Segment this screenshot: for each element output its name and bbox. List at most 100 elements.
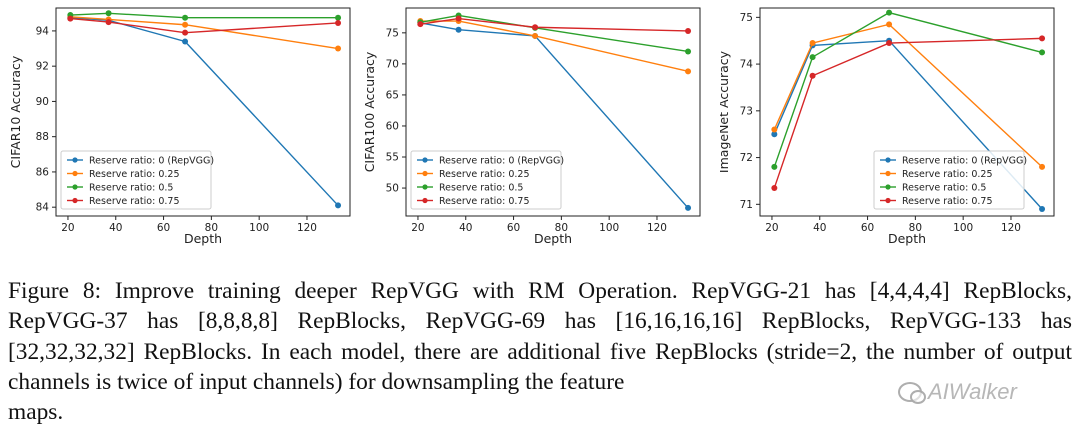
x-axis-label: Depth xyxy=(534,231,572,246)
legend-swatch-marker xyxy=(72,157,78,163)
legend-label: Reserve ratio: 0 (RepVGG) xyxy=(902,156,1027,167)
x-tick-label: 80 xyxy=(555,222,568,234)
legend-swatch-marker xyxy=(885,170,891,177)
y-tick-label: 92 xyxy=(36,61,49,73)
legend-label: Reserve ratio: 0.5 xyxy=(89,183,173,194)
legend-label: Reserve ratio: 0.25 xyxy=(439,169,529,180)
legend-box xyxy=(873,150,1025,210)
data-point xyxy=(771,131,778,138)
series-line xyxy=(420,22,689,209)
y-tick-label: 73 xyxy=(740,105,753,117)
data-point xyxy=(105,10,112,17)
y-tick-label: 65 xyxy=(386,89,399,101)
cifar10-accuracy-chart: 20 40 60 80 100 120 84 86 88 90 92 94 Depth CIFAR10 A… xyxy=(8,7,351,246)
data-point xyxy=(771,184,778,191)
series-line xyxy=(773,39,1043,210)
series-line xyxy=(773,11,1043,168)
legend-label: Reserve ratio: 0.5 xyxy=(902,183,986,194)
x-tick-label: 20 xyxy=(411,222,424,234)
y-tick-label: 75 xyxy=(386,27,399,39)
legend-label: Reserve ratio: 0.75 xyxy=(439,196,529,207)
data-point xyxy=(182,21,189,28)
data-point xyxy=(455,15,462,22)
series-line xyxy=(773,23,1043,168)
y-axis-label: CIFAR100 Accuracy xyxy=(362,51,377,172)
data-point xyxy=(532,24,539,31)
data-point xyxy=(809,54,816,61)
y-axis-label: CIFAR10 Accuracy xyxy=(8,55,23,168)
y-tick-label: 88 xyxy=(36,131,49,143)
data-point xyxy=(335,14,342,21)
x-axis-label: Depth xyxy=(888,231,926,246)
data-point xyxy=(335,202,342,209)
imagenet-accuracy-chart: 20 40 60 80 100 120 71 72 73 74 75 Depth ImageNet Ac… xyxy=(720,7,1055,246)
series-line xyxy=(70,12,339,19)
data-point xyxy=(685,27,692,34)
data-point xyxy=(1039,49,1046,56)
x-tick-label: 60 xyxy=(157,222,170,234)
legend-swatch-marker xyxy=(72,197,78,204)
data-point xyxy=(417,21,424,28)
legend-swatch-marker xyxy=(422,197,428,204)
y-tick-label: 84 xyxy=(36,202,50,214)
x-tick-label: 100 xyxy=(953,222,973,234)
data-point xyxy=(105,19,112,26)
figure-caption: Figure 8: Improve training deeper RepVGG… xyxy=(8,276,1072,427)
x-tick-label: 100 xyxy=(249,222,269,234)
data-point xyxy=(1039,205,1046,212)
data-point xyxy=(182,14,189,21)
y-tick-label: 60 xyxy=(386,120,399,132)
y-axis-label: ImageNet Accuracy xyxy=(720,50,731,173)
y-tick-label: 74 xyxy=(740,59,754,71)
x-tick-label: 40 xyxy=(813,222,826,234)
figure-panels: 20 40 60 80 100 120 84 86 88 90 92 94 Depth CIFAR10 A… xyxy=(8,7,1055,246)
data-point xyxy=(685,68,692,75)
x-axis-label: Depth xyxy=(184,231,222,246)
x-tick-label: 100 xyxy=(599,222,619,234)
x-tick-label: 120 xyxy=(297,222,317,234)
y-tick-label: 70 xyxy=(386,58,399,70)
series-line xyxy=(70,16,339,206)
data-point xyxy=(771,126,778,133)
data-point xyxy=(1039,35,1046,42)
data-point xyxy=(886,9,893,16)
data-point xyxy=(771,163,778,170)
data-point xyxy=(685,48,692,55)
x-tick-label: 20 xyxy=(61,222,74,234)
data-point xyxy=(809,40,816,47)
y-tick-label: 50 xyxy=(386,183,399,195)
cifar100-accuracy-chart: 20 40 60 80 100 120 50 55 60 65 70 75 Depth CIFAR100 … xyxy=(362,7,701,246)
legend-swatch-marker xyxy=(422,184,428,190)
legend-swatch-marker xyxy=(885,184,891,190)
data-point xyxy=(886,21,893,28)
x-tick-label: 60 xyxy=(507,222,520,234)
watermark: AIWalker xyxy=(898,377,1068,407)
caption-body: Figure 8: Improve training deeper RepVGG… xyxy=(8,278,1072,395)
legend-box xyxy=(60,150,212,210)
data-point xyxy=(182,38,189,45)
y-tick-label: 86 xyxy=(36,166,50,178)
legend-swatch-marker xyxy=(885,157,891,163)
legend-label: Reserve ratio: 0.75 xyxy=(89,196,179,207)
legend-swatch-marker xyxy=(72,184,78,190)
data-point xyxy=(886,40,893,47)
x-tick-label: 40 xyxy=(109,222,122,234)
y-tick-label: 94 xyxy=(36,25,50,37)
caption-last-line: maps. xyxy=(8,399,64,426)
data-point xyxy=(809,72,816,79)
legend-label: Reserve ratio: 0.25 xyxy=(89,169,179,180)
x-tick-label: 20 xyxy=(765,222,778,234)
x-tick-label: 60 xyxy=(861,222,874,234)
series-line xyxy=(420,17,689,32)
x-tick-label: 120 xyxy=(647,222,667,234)
data-point xyxy=(335,19,342,26)
y-tick-label: 55 xyxy=(386,152,399,164)
y-tick-label: 90 xyxy=(36,96,49,108)
x-tick-label: 80 xyxy=(205,222,218,234)
y-tick-label: 71 xyxy=(740,199,753,211)
x-tick-label: 40 xyxy=(459,222,472,234)
y-tick-label: 72 xyxy=(740,152,753,164)
data-point xyxy=(67,15,74,22)
legend-swatch-marker xyxy=(885,197,891,204)
y-tick-label: 75 xyxy=(740,12,753,24)
